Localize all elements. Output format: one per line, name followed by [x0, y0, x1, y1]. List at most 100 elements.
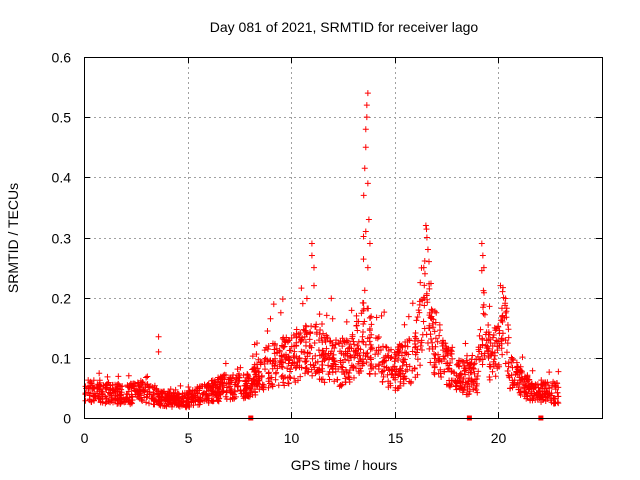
- data-point: [546, 369, 553, 376]
- data-point: [509, 377, 516, 384]
- data-point: [274, 365, 281, 372]
- data-point: [513, 368, 520, 375]
- data-point: [232, 379, 239, 386]
- data-point: [440, 347, 447, 354]
- data-point: [388, 346, 395, 353]
- data-point: [314, 358, 321, 365]
- data-point: [360, 360, 367, 367]
- data-point: [357, 356, 364, 363]
- data-point: [489, 368, 496, 375]
- data-point: [479, 361, 486, 368]
- data-point: [483, 345, 490, 352]
- data-point: [555, 368, 562, 375]
- chart-title: Day 081 of 2021, SRMTID for receiver lag…: [210, 19, 479, 35]
- data-point: [366, 370, 373, 377]
- data-point: [319, 320, 326, 327]
- data-point: [321, 379, 328, 386]
- data-point: [177, 382, 184, 389]
- data-point: [183, 404, 190, 411]
- data-point: [366, 325, 373, 332]
- data-point: [283, 351, 290, 358]
- data-point: [420, 264, 427, 271]
- data-point: [340, 359, 347, 366]
- data-point: [427, 331, 434, 338]
- data-point: [310, 264, 317, 271]
- data-point: [431, 371, 438, 378]
- data-point: [367, 356, 374, 363]
- data-points-layer: [82, 90, 562, 411]
- data-point: [481, 311, 488, 318]
- data-point: [426, 280, 433, 287]
- data-point: [290, 332, 297, 339]
- data-point: [470, 365, 477, 372]
- data-point: [270, 301, 277, 308]
- data-point: [504, 340, 511, 347]
- data-point: [455, 360, 462, 367]
- data-point: [350, 338, 357, 345]
- data-point: [293, 334, 300, 341]
- data-point: [509, 355, 516, 362]
- data-point: [141, 394, 148, 401]
- data-point: [386, 367, 393, 374]
- data-point: [130, 380, 137, 387]
- data-point: [363, 350, 370, 357]
- data-point: [139, 397, 146, 404]
- data-point: [191, 397, 198, 404]
- x-tick-label: 20: [491, 430, 507, 446]
- data-point: [309, 372, 316, 379]
- data-point: [414, 356, 421, 363]
- data-point: [383, 364, 390, 371]
- data-point: [426, 285, 433, 292]
- data-point: [381, 309, 388, 316]
- data-point: [281, 382, 288, 389]
- data-point: [304, 353, 311, 360]
- data-point: [448, 377, 455, 384]
- data-point: [461, 362, 468, 369]
- data-point: [453, 386, 460, 393]
- data-point: [368, 321, 375, 328]
- data-point: [372, 370, 379, 377]
- y-tick-label: 0.2: [52, 291, 72, 307]
- data-point: [237, 387, 244, 394]
- data-point: [417, 362, 424, 369]
- data-point: [258, 358, 265, 365]
- data-point: [146, 389, 153, 396]
- data-point: [389, 370, 396, 377]
- data-point: [315, 337, 322, 344]
- data-point: [385, 384, 392, 391]
- data-point: [236, 377, 243, 384]
- data-point: [183, 397, 190, 404]
- data-point: [436, 321, 443, 328]
- data-point: [416, 298, 423, 305]
- data-point: [355, 368, 362, 375]
- data-point: [319, 351, 326, 358]
- data-point: [265, 375, 272, 382]
- data-point: [323, 312, 330, 319]
- data-point: [429, 343, 436, 350]
- data-point: [438, 374, 445, 381]
- data-point: [348, 307, 355, 314]
- data-point: [462, 381, 469, 388]
- data-point: [346, 366, 353, 373]
- data-point: [440, 353, 447, 360]
- data-point: [216, 375, 223, 382]
- data-point: [422, 222, 429, 229]
- data-point: [428, 306, 435, 313]
- data-point: [393, 351, 400, 358]
- data-point: [519, 354, 526, 361]
- data-point: [235, 383, 242, 390]
- data-point: [555, 400, 562, 407]
- data-point: [503, 314, 510, 321]
- data-point: [331, 378, 338, 385]
- data-point: [96, 379, 103, 386]
- data-point: [339, 381, 346, 388]
- data-point: [360, 256, 367, 263]
- data-point: [120, 398, 127, 405]
- data-point: [328, 295, 335, 302]
- data-point: [113, 393, 120, 400]
- x-tick-label: 15: [388, 430, 404, 446]
- data-point: [197, 398, 204, 405]
- y-tick-label: 0.5: [52, 110, 72, 126]
- data-point: [360, 306, 367, 313]
- data-point: [412, 330, 419, 337]
